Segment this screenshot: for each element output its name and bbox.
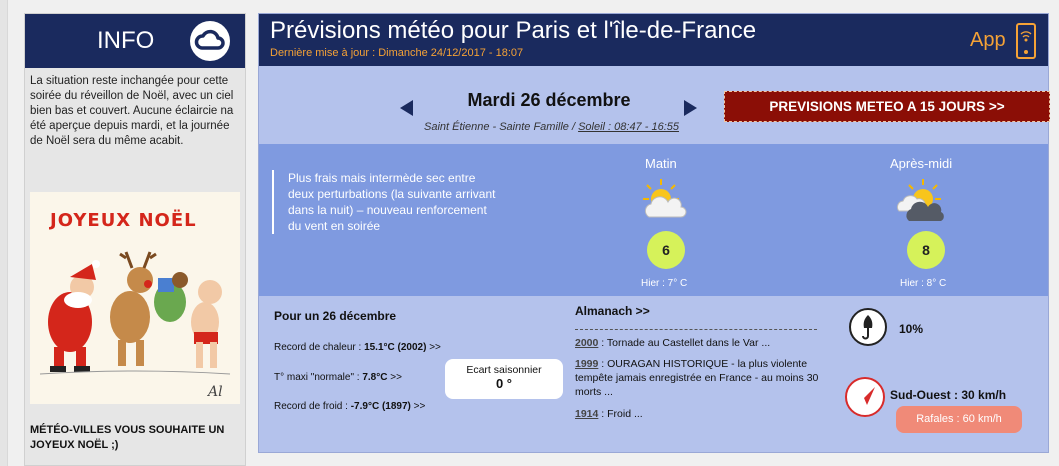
almanach-text: : Tornade au Castellet dans le Var ... [598, 337, 771, 349]
saints-of-day: Saint Étienne - Sainte Famille / [424, 121, 579, 133]
afternoon-temp: 8 [907, 231, 945, 269]
sun-times-link[interactable]: Soleil : 08:47 - 16:55 [578, 121, 679, 133]
cold-record[interactable]: Record de froid : -7.9°C (1897) >> [274, 401, 425, 412]
saints-and-sun: Saint Étienne - Sainte Famille / Soleil … [399, 121, 704, 133]
info-header: INFO [25, 14, 245, 68]
almanach-divider [575, 329, 817, 330]
normal-max-value: 7.8°C [362, 372, 388, 383]
umbrella-icon [849, 308, 887, 346]
cloud-icon [190, 21, 230, 61]
sun-dark-cloud-icon [895, 177, 949, 225]
normal-max-temp[interactable]: T° maxi "normale" : 7.8°C >> [274, 372, 402, 383]
info-text: La situation reste inchangée pour cette … [30, 75, 234, 147]
almanach-item: 1914 : Froid ... [575, 407, 820, 421]
forecast-band: Plus frais mais intermède sec entre deux… [259, 144, 1048, 296]
cold-record-link[interactable]: >> [410, 401, 426, 412]
forecast-15-days-button[interactable]: PREVISIONS METEO A 15 JOURS >> [724, 91, 1050, 122]
forecast-date: Mardi 26 décembre [467, 90, 631, 110]
info-title: INFO [97, 27, 155, 54]
forecast-panel: Prévisions météo pour Paris et l'île-de-… [258, 13, 1050, 453]
gusts-badge: Rafales : 60 km/h [896, 406, 1022, 433]
app-link[interactable]: App [970, 29, 1006, 51]
almanach-text: : OURAGAN HISTORIQUE - la plus violente … [575, 358, 819, 398]
heat-record-value: 15.1°C (2002) [364, 342, 427, 353]
forecast-header: Prévisions météo pour Paris et l'île-de-… [259, 14, 1048, 66]
svg-text:Al: Al [206, 384, 223, 400]
almanach-item: 1999 : OURAGAN HISTORIQUE - la plus viol… [575, 357, 820, 399]
morning-temp: 6 [647, 231, 685, 269]
almanach-item: 2000 : Tornade au Castellet dans le Var … [575, 336, 820, 350]
info-footer-text: MÉTÉO-VILLES VOUS SOUHAITE UN JOYEUX NOË… [30, 424, 225, 451]
normal-max-label: T° maxi "normale" : [274, 372, 363, 383]
almanach-year-link[interactable]: 1999 [575, 358, 599, 370]
phone-icon[interactable] [1016, 23, 1036, 59]
records-title: Pour un 26 décembre [274, 309, 397, 323]
info-panel: INFO La situation reste inchangée pour c… [24, 13, 246, 466]
sun-cloud-icon [639, 177, 689, 223]
christmas-image-title: JOYEUX NOËL [50, 210, 197, 231]
afternoon-yesterday: Hier : 8° C [900, 278, 947, 289]
almanach-text: : Froid ... [598, 408, 643, 420]
morning-yesterday: Hier : 7° C [641, 278, 688, 289]
seasonal-deviation-box: Ecart saisonnier 0 ° [445, 359, 563, 399]
morning-label: Matin [645, 156, 677, 171]
almanach-link[interactable]: Almanach >> [575, 304, 650, 318]
heat-record[interactable]: Record de chaleur : 15.1°C (2002) >> [274, 342, 441, 353]
previous-day-arrow[interactable] [400, 100, 413, 116]
wind-direction-icon [845, 377, 885, 417]
almanach-year-link[interactable]: 2000 [575, 337, 599, 349]
normal-max-link[interactable]: >> [387, 372, 402, 383]
rain-probability: 10% [899, 322, 924, 336]
heat-record-link[interactable]: >> [426, 342, 441, 353]
wind-speed: Sud-Ouest : 30 km/h [890, 388, 1007, 402]
page-left-edge [0, 0, 8, 466]
afternoon-label: Après-midi [890, 156, 953, 171]
last-update: Dernière mise à jour : Dimanche 24/12/20… [270, 47, 524, 59]
cold-record-value: -7.9°C (1897) [350, 401, 411, 412]
page-title: Prévisions météo pour Paris et l'île-de-… [270, 17, 757, 44]
cold-record-label: Record de froid : [274, 401, 351, 412]
almanach-year-link[interactable]: 1914 [575, 408, 599, 420]
seasonal-deviation-value: 0 ° [495, 376, 513, 391]
seasonal-deviation-label: Ecart saisonnier [466, 364, 542, 376]
forecast-description: Plus frais mais intermède sec entre deux… [272, 170, 497, 234]
heat-record-label: Record de chaleur : [274, 342, 365, 353]
next-day-arrow[interactable] [684, 100, 697, 116]
christmas-illustration: JOYEUX NOËL [30, 192, 240, 404]
